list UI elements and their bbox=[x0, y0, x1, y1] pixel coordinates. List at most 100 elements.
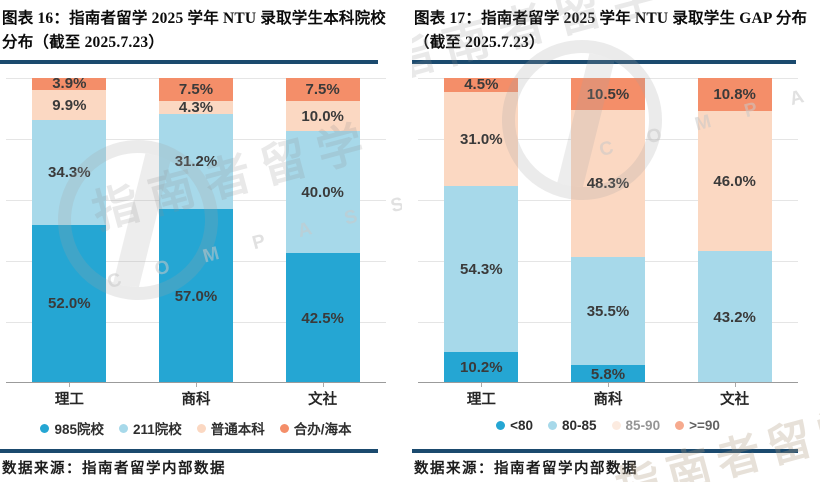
bar-value-label: 35.5% bbox=[586, 302, 630, 320]
bar-value-label: 4.3% bbox=[178, 98, 214, 116]
bar-商科: 57.0% 31.2% 4.3% 7.5% bbox=[158, 78, 233, 388]
legend-item: 85-90 bbox=[611, 418, 661, 434]
bar-segment-211院校: 40.0% bbox=[285, 131, 360, 254]
category-label-商科: 商科 bbox=[593, 392, 623, 409]
bar-segment-普通本科: 10.0% bbox=[285, 100, 360, 132]
bar-value-label: 48.3% bbox=[586, 175, 630, 193]
gridline-100 bbox=[6, 77, 386, 79]
bar-value-label: 10.5% bbox=[586, 85, 630, 103]
data-source-note: 数据来源：指南者留学内部数据 bbox=[414, 461, 638, 477]
category-label-理工: 理工 bbox=[54, 392, 84, 409]
category-axis: 理工 商科 文社 bbox=[418, 388, 798, 409]
legend-label: 合办/海本 bbox=[293, 422, 352, 438]
bar-segment->=90: 4.5% bbox=[444, 76, 519, 94]
data-source-note: 数据来源：指南者留学内部数据 bbox=[2, 461, 226, 477]
bar-segment->=90: 10.8% bbox=[697, 78, 772, 111]
bar-文社: 43.2% 46.0% 10.8% bbox=[697, 78, 772, 388]
bar-segment-80-85: 43.2% bbox=[697, 251, 772, 384]
legend-dot-icon bbox=[611, 421, 621, 431]
title-rule bbox=[0, 60, 378, 65]
bar-value-label: 43.2% bbox=[713, 308, 756, 326]
bar-segment-合办/海本: 3.9% bbox=[32, 75, 107, 93]
bar-segment-985院校: 52.0% bbox=[32, 224, 107, 384]
legend-item: 211院校 bbox=[118, 418, 182, 438]
bar-value-label: 10.0% bbox=[301, 107, 344, 125]
x-axis-line bbox=[6, 382, 386, 384]
bar-value-label: 31.0% bbox=[460, 130, 503, 148]
legend-label: <80 bbox=[510, 418, 534, 434]
legend-label: >=90 bbox=[689, 418, 720, 434]
chart-panel-gap-distribution: 图表 17：指南者留学 2025 学年 NTU 录取学生 GAP 分布（截至 2… bbox=[412, 0, 820, 482]
chart-panel-undergrad-origin: 图表 16：指南者留学 2025 学年 NTU 录取学生本科院校分布（截至 20… bbox=[0, 0, 402, 482]
bar-value-label: 3.9% bbox=[52, 75, 87, 93]
bar-value-label: 52.0% bbox=[48, 295, 91, 313]
category-label-商科: 商科 bbox=[181, 392, 211, 409]
bar-value-label: 9.9% bbox=[52, 96, 87, 114]
bar-商科: 5.8% 35.5% 48.3% 10.5% bbox=[570, 78, 645, 388]
chart-legend: 985院校 211院校 普通本科 合办/海本 bbox=[0, 418, 392, 438]
category-axis: 理工 商科 文社 bbox=[6, 388, 386, 409]
title-rule bbox=[412, 60, 796, 65]
legend-item: <80 bbox=[496, 418, 533, 433]
bar-value-label: 34.3% bbox=[48, 163, 91, 181]
bar-segment-<80: 10.2% bbox=[444, 351, 519, 384]
legend-label: 985院校 bbox=[54, 422, 104, 438]
legend-label: 85-90 bbox=[625, 418, 661, 434]
bar-value-label: 42.5% bbox=[301, 309, 344, 327]
bar-理工: 10.2% 54.3% 31.0% 4.5% bbox=[444, 76, 519, 388]
bar-segment-985院校: 42.5% bbox=[285, 253, 360, 384]
category-label-文社: 文社 bbox=[720, 392, 750, 409]
bar-segment-合办/海本: 7.5% bbox=[285, 78, 360, 101]
legend-item: 合办/海本 bbox=[279, 418, 352, 438]
stacked-bar-chart-undergrad-origin: 52.0% 34.3% 9.9% 3.9% 57.0% 31.2% 4.3% 7.5% 42.5… bbox=[6, 75, 386, 388]
chart-legend: <80 80-85 85-90 >=90 bbox=[412, 418, 804, 433]
bar-segment->=90: 10.5% bbox=[570, 78, 645, 111]
bar-segment-80-85: 35.5% bbox=[570, 257, 645, 366]
bars-group: 52.0% 34.3% 9.9% 3.9% 57.0% 31.2% 4.3% 7.5% 42.5… bbox=[6, 75, 386, 388]
legend-item: 80-85 bbox=[548, 418, 597, 433]
category-label-理工: 理工 bbox=[466, 392, 496, 409]
legend-label: 80-85 bbox=[562, 418, 597, 434]
bar-segment-85-90: 48.3% bbox=[570, 110, 645, 258]
bars-group: 10.2% 54.3% 31.0% 4.5% 5.8% 35.5% 48.3% 10.5% 43… bbox=[418, 76, 798, 388]
bar-segment-普通本科: 4.3% bbox=[158, 98, 233, 116]
bar-value-label: 46.0% bbox=[713, 172, 756, 190]
bar-value-label: 31.2% bbox=[174, 153, 218, 171]
stacked-bar-chart-gap-distribution: 10.2% 54.3% 31.0% 4.5% 5.8% 35.5% 48.3% 10.5% 43… bbox=[418, 76, 798, 388]
x-axis-line bbox=[418, 382, 798, 384]
legend-label: 普通本科 bbox=[210, 422, 265, 438]
bar-value-label: 5.8% bbox=[590, 365, 626, 383]
bar-value-label: 4.5% bbox=[464, 76, 499, 94]
legend-item: >=90 bbox=[675, 418, 720, 433]
footer-rule bbox=[0, 449, 378, 453]
bar-文社: 42.5% 40.0% 10.0% 7.5% bbox=[285, 78, 360, 388]
chart-title: 图表 17：指南者留学 2025 学年 NTU 录取学生 GAP 分布（截至 2… bbox=[414, 10, 808, 52]
legend-item: 985院校 bbox=[40, 418, 104, 438]
bar-segment-85-90: 31.0% bbox=[444, 91, 519, 187]
bar-segment-80-85: 54.3% bbox=[444, 186, 519, 352]
bar-segment-211院校: 34.3% bbox=[32, 120, 107, 225]
bar-value-label: 57.0% bbox=[174, 287, 218, 305]
legend-dot-icon bbox=[548, 421, 558, 431]
footer-rule bbox=[412, 449, 798, 453]
legend-label: 211院校 bbox=[132, 422, 182, 438]
chart-title: 图表 16：指南者留学 2025 学年 NTU 录取学生本科院校分布（截至 20… bbox=[2, 10, 387, 52]
legend-dot-icon bbox=[196, 423, 206, 433]
bar-segment-985院校: 57.0% bbox=[158, 209, 233, 384]
bar-value-label: 10.8% bbox=[713, 86, 756, 104]
category-label-文社: 文社 bbox=[308, 392, 338, 409]
bar-segment-<80: 5.8% bbox=[570, 365, 645, 384]
bar-理工: 52.0% 34.3% 9.9% 3.9% bbox=[32, 75, 107, 388]
legend-dot-icon bbox=[118, 423, 128, 433]
legend-dot-icon bbox=[496, 421, 506, 431]
legend-dot-icon bbox=[40, 423, 50, 433]
bar-value-label: 7.5% bbox=[305, 80, 340, 98]
legend-item: 普通本科 bbox=[196, 418, 265, 438]
legend-dot-icon bbox=[279, 423, 289, 433]
bar-segment-普通本科: 9.9% bbox=[32, 89, 107, 121]
bar-value-label: 54.3% bbox=[460, 260, 503, 278]
bar-value-label: 7.5% bbox=[178, 80, 214, 98]
legend-dot-icon bbox=[675, 421, 685, 431]
bar-segment-211院校: 31.2% bbox=[158, 114, 233, 210]
